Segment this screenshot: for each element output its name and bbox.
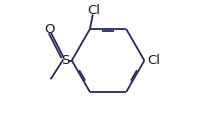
Text: S: S <box>61 54 69 67</box>
Text: O: O <box>44 23 55 36</box>
Text: Cl: Cl <box>87 4 100 17</box>
Text: Cl: Cl <box>147 54 160 67</box>
